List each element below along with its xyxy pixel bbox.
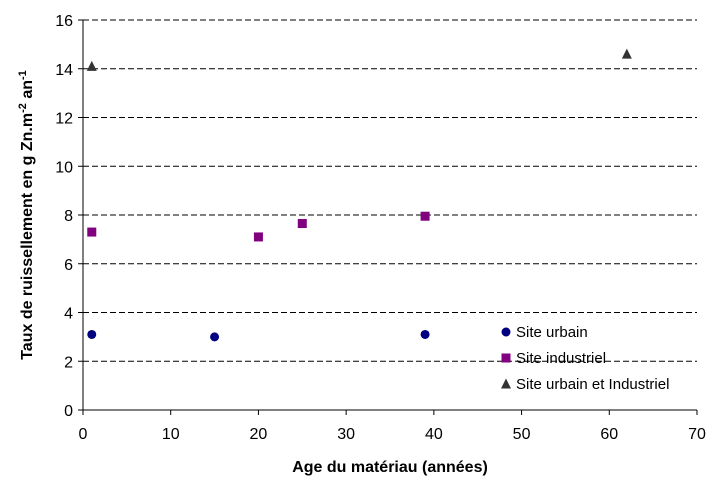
data-point-circle bbox=[87, 329, 97, 339]
data-points bbox=[86, 48, 632, 342]
y-tick-label: 0 bbox=[64, 403, 73, 420]
x-tick-label: 20 bbox=[250, 426, 268, 443]
x-tick-label: 60 bbox=[600, 426, 618, 443]
x-tick-label: 50 bbox=[513, 426, 531, 443]
x-tick-label: 0 bbox=[79, 426, 88, 443]
legend-label: Site urbain bbox=[516, 324, 588, 341]
y-tick-label: 16 bbox=[55, 13, 73, 30]
axes bbox=[78, 19, 698, 415]
data-point-triangle bbox=[621, 48, 632, 59]
x-tick-label: 30 bbox=[337, 426, 355, 443]
y-tick-label: 2 bbox=[64, 354, 73, 371]
legend: Site urbain Site industriel Site urbain et… bbox=[501, 324, 669, 393]
y-axis-title-sup2: -1 bbox=[17, 70, 29, 80]
gridlines bbox=[83, 19, 697, 362]
tick-labels: 0 2 4 6 8 10 12 14 16 0 10 20 30 40 50 60 70 bbox=[55, 13, 706, 443]
x-axis-title: Age du matériau (années) bbox=[292, 459, 488, 476]
data-point-square bbox=[420, 211, 430, 221]
data-point-circle bbox=[420, 329, 430, 339]
x-tick-label: 40 bbox=[425, 426, 443, 443]
legend-marker-circle bbox=[501, 327, 511, 337]
data-point-square bbox=[253, 232, 263, 242]
data-point-square bbox=[87, 227, 97, 237]
legend-label: Site industriel bbox=[516, 350, 606, 367]
x-tick-label: 70 bbox=[688, 426, 706, 443]
y-axis-title-prefix: Taux de ruissellement en g Zn.m bbox=[19, 113, 36, 360]
x-tick-label: 10 bbox=[162, 426, 180, 443]
y-axis-title-sup1: -2 bbox=[17, 103, 29, 113]
data-point-circle bbox=[210, 332, 220, 342]
y-tick-label: 4 bbox=[64, 306, 73, 323]
y-axis-title-mid: an bbox=[19, 80, 36, 103]
data-point-triangle bbox=[86, 60, 97, 71]
y-tick-label: 6 bbox=[64, 257, 73, 274]
legend-marker-square bbox=[501, 353, 511, 363]
y-axis-title: Taux de ruissellement en g Zn.m-2 an-1 bbox=[17, 70, 36, 360]
legend-label: Site urbain et Industriel bbox=[516, 376, 669, 393]
y-tick-label: 12 bbox=[55, 111, 73, 128]
y-tick-label: 10 bbox=[55, 159, 73, 176]
data-point-square bbox=[297, 219, 307, 229]
y-tick-label: 14 bbox=[55, 62, 73, 79]
legend-marker-triangle bbox=[501, 378, 511, 389]
y-tick-label: 8 bbox=[64, 208, 73, 225]
